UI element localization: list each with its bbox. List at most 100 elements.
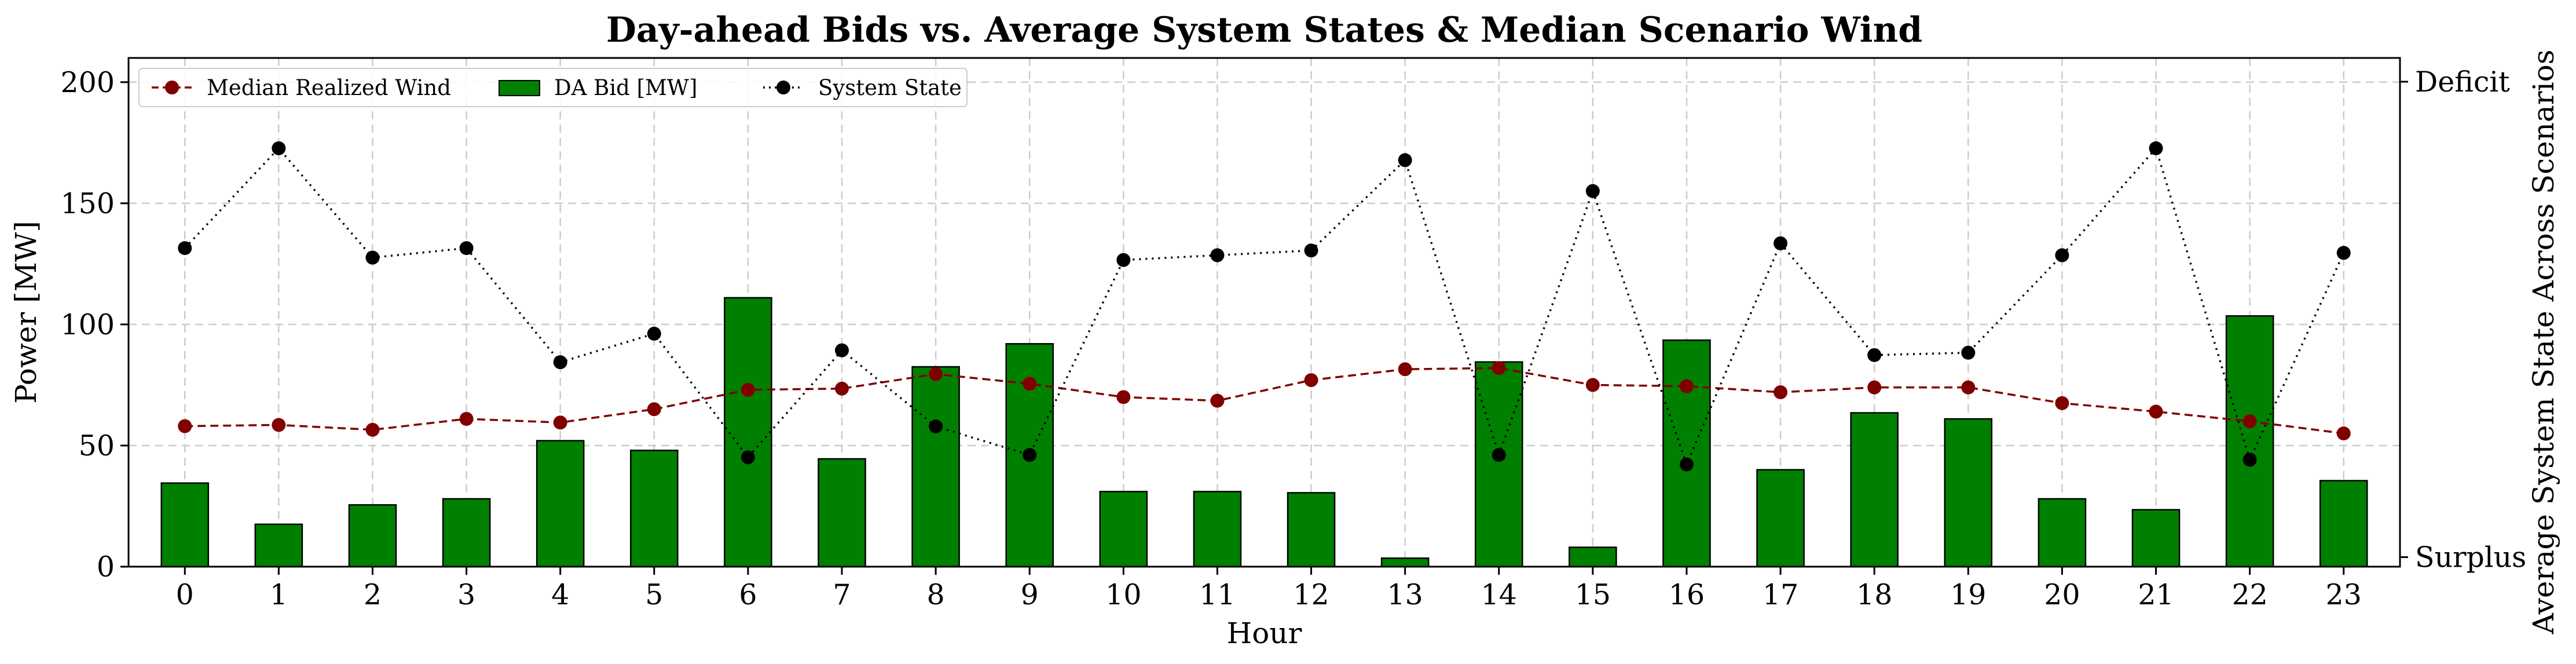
wind-point-13 — [1398, 362, 1412, 377]
y2-tick-label-surplus: Surplus — [2415, 541, 2526, 574]
bar-hour-18 — [1850, 412, 1899, 568]
x-tick-label-1: 1 — [270, 578, 288, 611]
bar-hour-19 — [1944, 418, 1993, 568]
legend-box — [138, 68, 968, 107]
state-point-11 — [1210, 248, 1225, 262]
x-tick-label-20: 20 — [2044, 578, 2080, 611]
bar-hour-14 — [1474, 361, 1523, 568]
bar-hour-15 — [1569, 546, 1617, 568]
state-point-5 — [647, 326, 661, 341]
wind-point-10 — [1116, 390, 1131, 404]
state-point-23 — [2336, 246, 2351, 260]
wind-point-4 — [553, 415, 567, 430]
legend: Median Realized Wind DA Bid [MW] System St… — [138, 68, 968, 107]
x-tick-label-15: 15 — [1575, 578, 1611, 611]
bar-hour-23 — [2319, 480, 2368, 568]
x-tick-label-0: 0 — [176, 578, 194, 611]
y-tick-label-200: 200 — [60, 66, 115, 99]
x-tick-label-22: 22 — [2231, 578, 2267, 611]
bar-hour-20 — [2038, 498, 2087, 568]
bar-hour-1 — [254, 523, 303, 568]
wind-point-14 — [1492, 361, 1506, 375]
state-point-15 — [1585, 184, 1600, 198]
x-tick-label-9: 9 — [1021, 578, 1039, 611]
x-tick-label-10: 10 — [1105, 578, 1141, 611]
state-point-9 — [1023, 448, 1037, 462]
x-tick-label-13: 13 — [1387, 578, 1423, 611]
state-point-2 — [365, 250, 380, 265]
state-point-20 — [2055, 248, 2069, 262]
state-point-18 — [1867, 348, 1882, 362]
y-axis-ticks: 0 50 100 150 200 — [60, 66, 129, 583]
state-point-8 — [929, 419, 943, 433]
x-axis-label: Hour — [1227, 616, 1302, 650]
wind-point-7 — [835, 381, 849, 396]
x-tick-label-12: 12 — [1293, 578, 1329, 611]
x-tick-label-14: 14 — [1481, 578, 1517, 611]
x-tick-label-8: 8 — [927, 578, 945, 611]
line-series-median-wind — [178, 361, 2351, 441]
y-axis-label: Power [MW] — [9, 221, 43, 404]
y2-tick-label-deficit: Deficit — [2415, 65, 2510, 98]
wind-point-1 — [272, 418, 286, 432]
wind-point-8 — [929, 367, 943, 381]
wind-point-17 — [1773, 385, 1788, 399]
state-point-7 — [835, 343, 849, 357]
x-axis-ticks: 0 1 2 3 4 5 6 7 8 9 10 11 12 13 14 15 16 17 18 19 20 21 22 23 — [176, 567, 2362, 611]
y-tick-label-150: 150 — [60, 187, 115, 220]
bar-hour-4 — [536, 440, 585, 568]
x-tick-label-23: 23 — [2326, 578, 2362, 611]
bar-hour-12 — [1287, 492, 1336, 568]
wind-point-16 — [1679, 379, 1694, 393]
x-tick-label-19: 19 — [1950, 578, 1986, 611]
x-tick-label-16: 16 — [1669, 578, 1705, 611]
wind-point-15 — [1585, 378, 1600, 392]
x-tick-label-2: 2 — [364, 578, 382, 611]
x-tick-label-6: 6 — [739, 578, 757, 611]
bar-hour-17 — [1756, 469, 1805, 568]
bar-hour-13 — [1380, 557, 1430, 568]
chart-title: Day-ahead Bids vs. Average System States… — [606, 10, 1922, 50]
x-tick-label-3: 3 — [457, 578, 475, 611]
bar-hour-16 — [1662, 339, 1711, 568]
state-point-3 — [459, 241, 474, 256]
line-series-system-state — [178, 141, 2351, 472]
state-point-1 — [272, 141, 286, 155]
legend-swatch-state-marker — [776, 81, 790, 94]
wind-point-6 — [741, 382, 755, 397]
wind-line — [185, 367, 2344, 435]
bar-hour-8 — [911, 366, 960, 568]
state-point-12 — [1304, 243, 1318, 258]
y-tick-label-50: 50 — [79, 429, 115, 462]
y-tick-label-100: 100 — [60, 308, 115, 341]
plot-frame — [127, 57, 2401, 568]
bar-hour-10 — [1099, 491, 1148, 568]
legend-swatch-bar — [499, 80, 540, 96]
state-line — [184, 146, 2345, 468]
wind-point-19 — [1961, 380, 1976, 395]
state-point-17 — [1773, 236, 1788, 251]
wind-point-2 — [365, 422, 380, 437]
x-tick-label-5: 5 — [645, 578, 663, 611]
x-tick-label-4: 4 — [551, 578, 569, 611]
state-point-10 — [1116, 253, 1131, 267]
wind-point-12 — [1304, 373, 1318, 388]
state-point-19 — [1961, 345, 1976, 360]
bar-hour-2 — [348, 504, 397, 568]
bar-hour-0 — [160, 482, 210, 568]
x-tick-label-11: 11 — [1199, 578, 1235, 611]
bar-hour-5 — [630, 450, 679, 568]
wind-point-22 — [2242, 414, 2257, 429]
bar-hour-3 — [442, 498, 491, 568]
wind-point-5 — [647, 402, 661, 417]
x-tick-label-17: 17 — [1762, 578, 1798, 611]
state-point-0 — [178, 241, 192, 256]
bar-hour-6 — [724, 297, 772, 568]
x-tick-label-21: 21 — [2138, 578, 2174, 611]
bar-hour-22 — [2225, 315, 2274, 568]
wind-point-11 — [1210, 393, 1225, 408]
wind-point-20 — [2055, 396, 2069, 410]
bar-hour-7 — [818, 458, 866, 568]
legend-swatch-wind-marker — [165, 81, 179, 94]
